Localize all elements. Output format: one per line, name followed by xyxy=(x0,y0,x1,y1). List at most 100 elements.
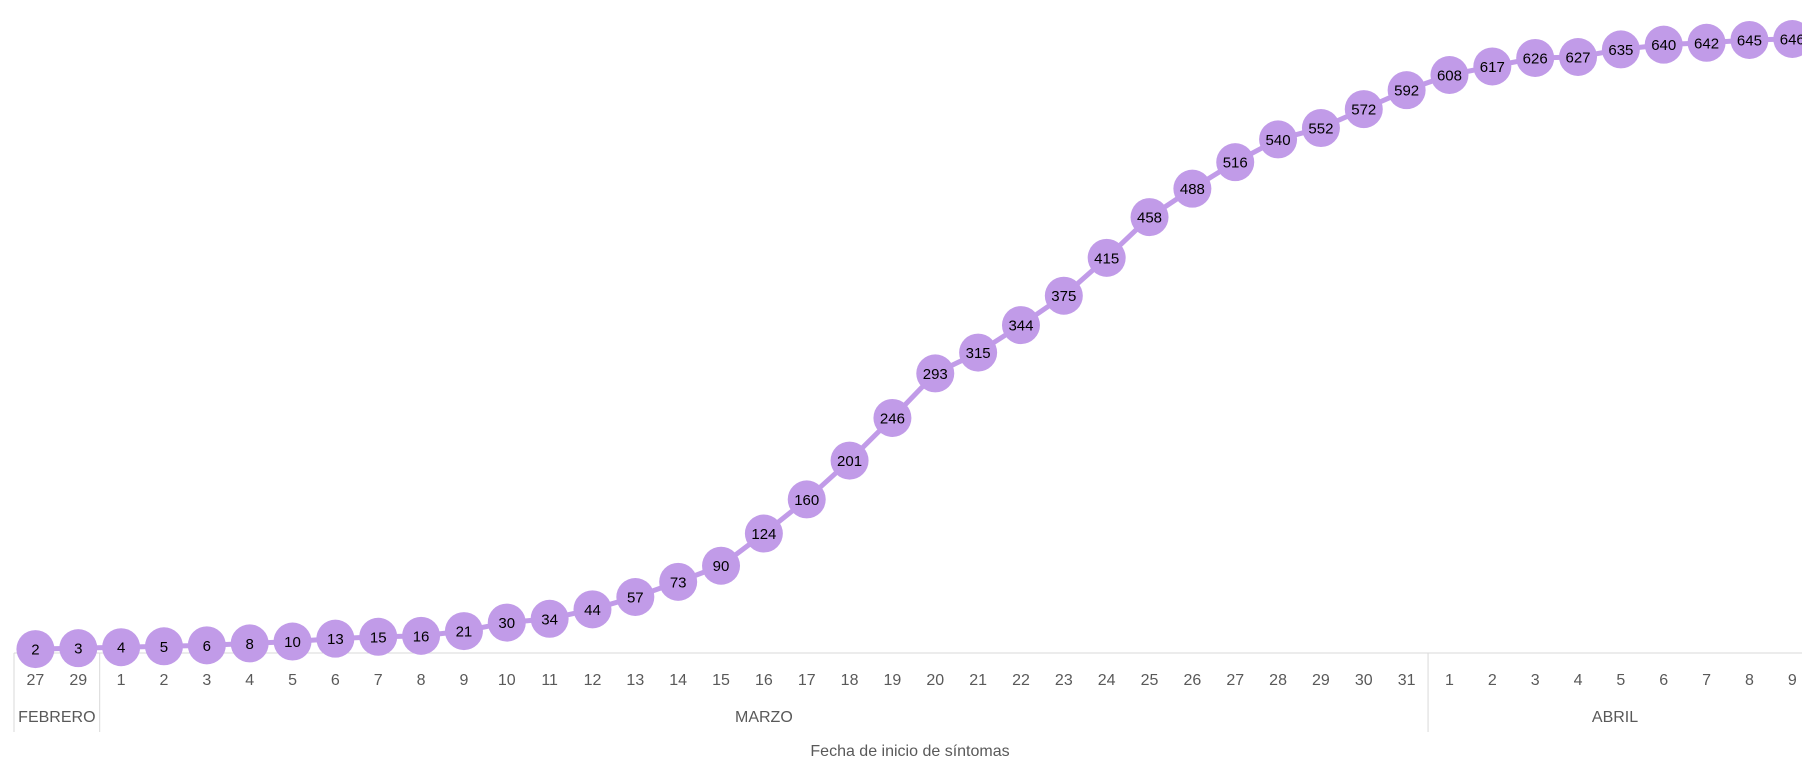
data-label: 90 xyxy=(713,558,730,575)
data-point xyxy=(830,441,869,480)
data-label: 540 xyxy=(1266,132,1291,149)
data-label: 635 xyxy=(1608,42,1633,59)
x-tick-label: 4 xyxy=(245,672,254,689)
data-label: 4 xyxy=(117,640,125,657)
data-point xyxy=(659,562,698,601)
data-point xyxy=(1430,56,1469,94)
data-label: 516 xyxy=(1223,155,1248,172)
data-label: 344 xyxy=(1008,318,1033,335)
x-tick-label: 10 xyxy=(498,672,516,689)
x-tick-label: 1 xyxy=(117,672,126,689)
data-point xyxy=(187,626,226,665)
data-label: 34 xyxy=(541,611,558,628)
data-point xyxy=(787,480,826,519)
data-label: 16 xyxy=(413,628,430,645)
data-label: 13 xyxy=(327,631,344,648)
x-tick-label: 29 xyxy=(1312,672,1330,689)
data-label: 592 xyxy=(1394,83,1419,100)
x-tick-label: 14 xyxy=(669,672,687,689)
data-label: 10 xyxy=(284,634,301,651)
x-tick-label: 19 xyxy=(884,672,902,689)
data-point xyxy=(1516,38,1555,77)
month-label: MARZO xyxy=(735,709,793,726)
x-tick-label: 28 xyxy=(1269,672,1287,689)
data-point xyxy=(402,616,441,655)
x-tick-label: 9 xyxy=(459,672,468,689)
data-label: 2 xyxy=(31,642,39,659)
x-tick-label: 2 xyxy=(160,672,169,689)
data-point xyxy=(102,628,141,667)
data-point xyxy=(530,599,569,638)
data-label: 627 xyxy=(1566,50,1591,67)
data-label: 246 xyxy=(880,410,905,427)
month-label: ABRIL xyxy=(1592,709,1638,726)
x-tick-label: 11 xyxy=(541,672,558,689)
x-tick-label: 17 xyxy=(798,672,816,689)
x-tick-label: 27 xyxy=(1226,672,1244,689)
x-axis-title: Fecha de inicio de síntomas xyxy=(810,743,1009,760)
data-label: 640 xyxy=(1651,37,1676,54)
data-label: 488 xyxy=(1180,181,1205,198)
x-tick-label: 13 xyxy=(626,672,644,689)
x-tick-label: 22 xyxy=(1012,672,1030,689)
data-label: 6 xyxy=(203,638,211,655)
data-point xyxy=(1644,25,1683,64)
data-label: 315 xyxy=(966,345,991,362)
x-tick-label: 31 xyxy=(1398,672,1416,689)
x-tick-label: 25 xyxy=(1141,672,1159,689)
data-point xyxy=(1730,20,1769,59)
data-label: 21 xyxy=(456,624,473,641)
data-point xyxy=(1559,38,1598,76)
data-point xyxy=(1173,169,1212,208)
x-tick-label: 3 xyxy=(1531,672,1540,689)
data-label: 44 xyxy=(584,602,601,619)
data-point xyxy=(1130,198,1169,237)
data-label: 552 xyxy=(1308,121,1333,138)
x-tick-label: 26 xyxy=(1183,672,1201,689)
x-tick-label: 15 xyxy=(712,672,730,689)
data-point xyxy=(1216,143,1255,182)
data-point xyxy=(1473,47,1512,86)
data-point xyxy=(1259,120,1298,159)
data-label: 617 xyxy=(1480,59,1505,76)
data-label: 124 xyxy=(751,526,776,543)
data-label: 8 xyxy=(246,636,254,653)
x-tick-label: 7 xyxy=(1702,672,1711,689)
data-point xyxy=(1773,20,1802,58)
x-tick-label: 29 xyxy=(69,672,87,689)
data-point xyxy=(916,354,955,393)
x-tick-label: 16 xyxy=(755,672,773,689)
x-tick-label: 3 xyxy=(202,672,211,689)
x-tick-label: 9 xyxy=(1788,672,1797,689)
data-label: 160 xyxy=(794,492,819,509)
data-point xyxy=(616,578,655,616)
data-point xyxy=(444,612,483,651)
x-tick-label: 5 xyxy=(288,672,297,689)
data-point xyxy=(16,630,55,669)
data-label: 646 xyxy=(1780,32,1802,49)
x-tick-label: 12 xyxy=(584,672,602,689)
data-label: 645 xyxy=(1737,32,1762,49)
data-label: 57 xyxy=(627,590,644,607)
x-tick-label: 1 xyxy=(1445,672,1454,689)
x-axis: 27 29 1 2 3 4 5 6 7 8 9 10 11 12 13 14 15 16 17 18 19 20 21 22 2… xyxy=(13,652,1802,732)
data-point xyxy=(1387,71,1426,110)
x-tick-label: 23 xyxy=(1055,672,1073,689)
data-label: 73 xyxy=(670,574,687,591)
data-label: 458 xyxy=(1137,210,1162,227)
x-tick-label: 6 xyxy=(1659,672,1668,689)
data-label: 642 xyxy=(1694,35,1719,52)
month-label: FEBRERO xyxy=(18,709,95,726)
x-tick-label: 30 xyxy=(1355,672,1373,689)
x-tick-label: 6 xyxy=(331,672,340,689)
x-tick-label: 21 xyxy=(969,672,987,689)
data-point xyxy=(1087,238,1126,277)
data-point xyxy=(744,514,783,553)
data-point xyxy=(273,622,312,661)
data-point xyxy=(1044,276,1083,315)
data-label: 3 xyxy=(74,641,82,658)
data-label: 293 xyxy=(923,366,948,383)
x-tick-label: 8 xyxy=(1745,672,1754,689)
data-point xyxy=(316,619,355,658)
